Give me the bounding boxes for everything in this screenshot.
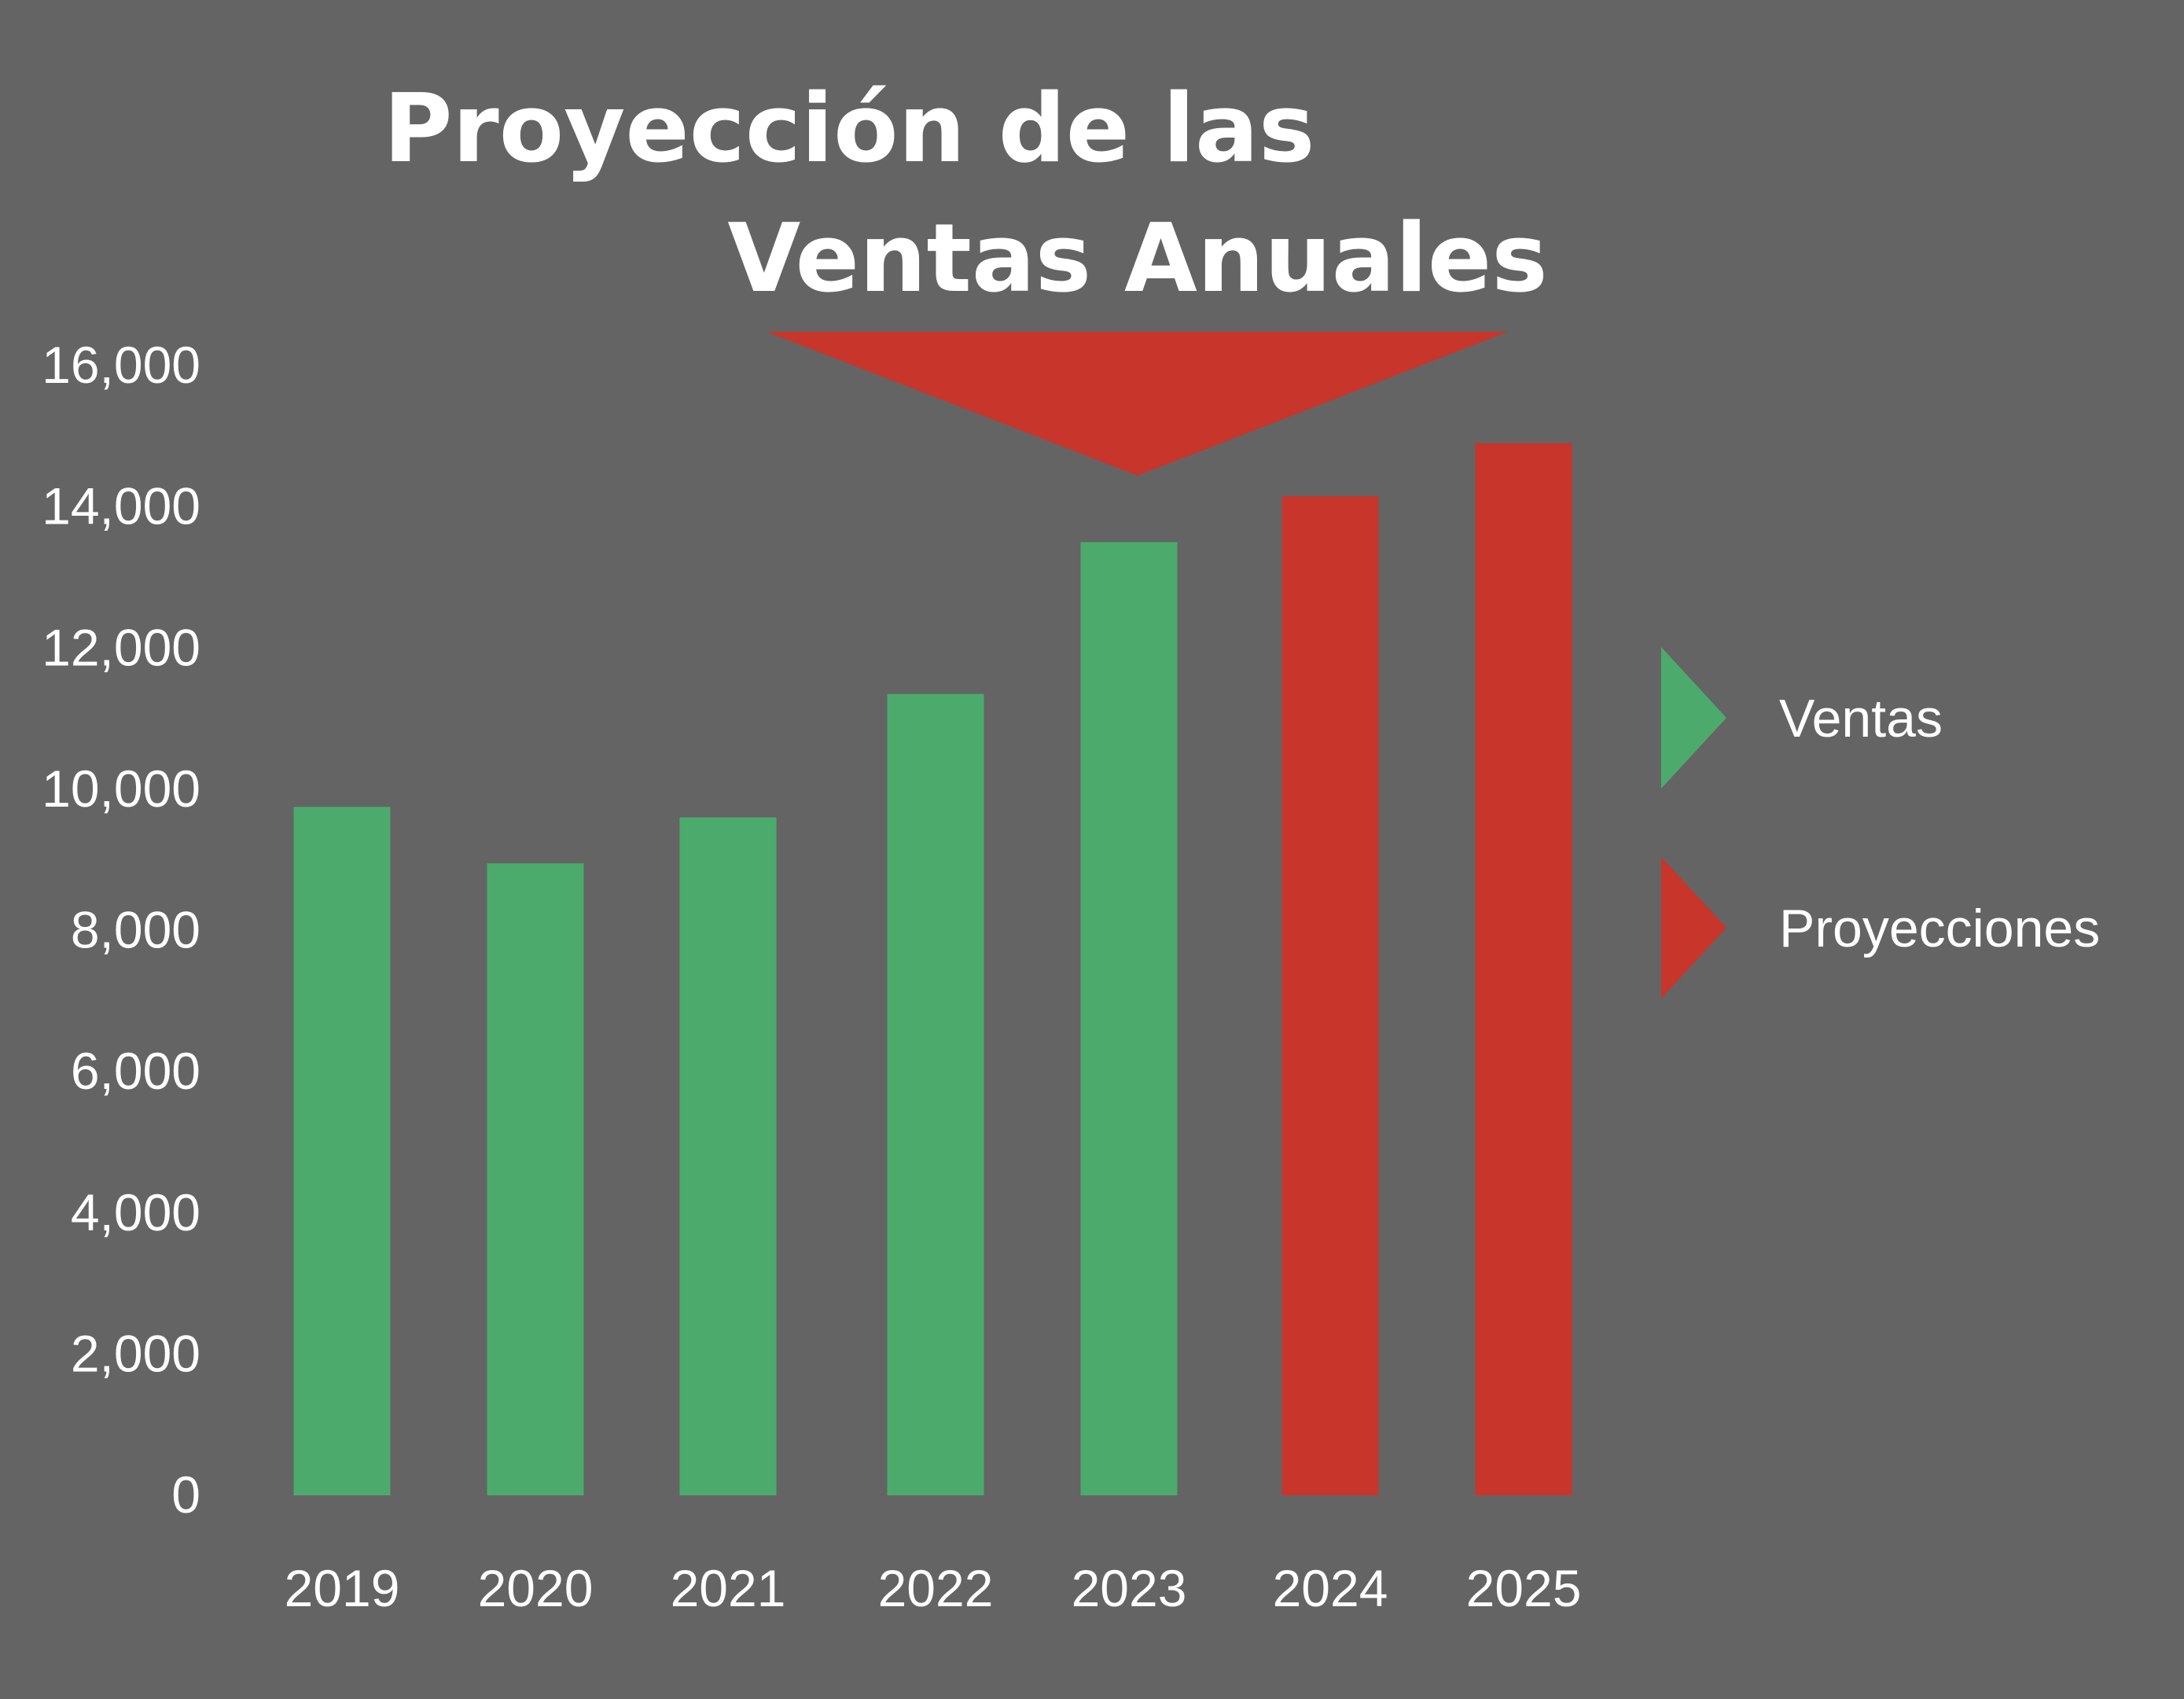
bar-ventas bbox=[293, 807, 391, 1495]
x-tick-label: 2022 bbox=[878, 1559, 994, 1617]
legend: Ventas Proyecciones bbox=[1661, 647, 2100, 998]
x-tick-label: 2023 bbox=[1072, 1559, 1187, 1617]
bar-proyecciones bbox=[1475, 443, 1572, 1496]
legend-triangle-icon bbox=[1661, 647, 1726, 789]
bars-group bbox=[293, 443, 1572, 1496]
x-tick-label: 2019 bbox=[285, 1559, 400, 1617]
x-tick-label: 2020 bbox=[478, 1559, 594, 1617]
x-tick-label: 2024 bbox=[1273, 1559, 1388, 1617]
y-tick-label: 8,000 bbox=[71, 901, 200, 959]
bar-ventas bbox=[887, 693, 984, 1495]
x-tick-label: 2021 bbox=[671, 1559, 786, 1617]
x-tick-label: 2025 bbox=[1466, 1559, 1582, 1617]
bar-ventas bbox=[1080, 542, 1178, 1495]
bar-proyecciones bbox=[1281, 496, 1379, 1496]
y-tick-label: 16,000 bbox=[42, 336, 200, 394]
y-tick-label: 0 bbox=[171, 1465, 200, 1524]
y-tick-label: 10,000 bbox=[42, 759, 200, 818]
bar-ventas bbox=[679, 817, 777, 1495]
y-tick-label: 12,000 bbox=[42, 618, 200, 676]
chart-title-line-1: Proyección de las bbox=[384, 75, 1315, 184]
y-tick-label: 4,000 bbox=[71, 1183, 200, 1241]
y-tick-label: 2,000 bbox=[71, 1324, 200, 1382]
legend-triangle-icon bbox=[1661, 857, 1726, 998]
legend-label: Proyecciones bbox=[1779, 899, 2100, 958]
y-tick-label: 6,000 bbox=[71, 1042, 200, 1100]
bar-ventas bbox=[487, 863, 584, 1495]
arrow-down-icon bbox=[767, 332, 1508, 476]
chart-title: Proyección de las Ventas Anuales bbox=[384, 75, 1548, 314]
y-axis: 0 2,000 4,000 6,000 8,000 10,000 12,000 14,000 1… bbox=[42, 336, 200, 1524]
y-tick-label: 14,000 bbox=[42, 477, 200, 535]
legend-label: Ventas bbox=[1779, 689, 1943, 748]
x-axis: 2019 2020 2021 2022 2023 2024 2025 bbox=[285, 1559, 1582, 1617]
chart-title-line-2: Ventas Anuales bbox=[727, 204, 1547, 314]
